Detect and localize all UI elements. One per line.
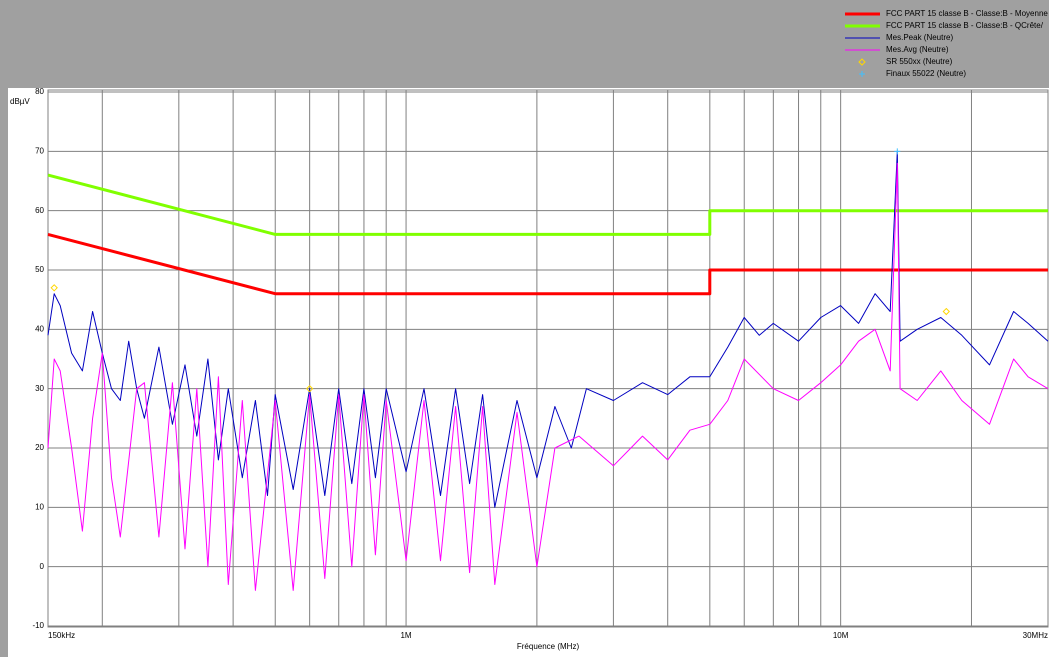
series-line (47, 173, 1048, 236)
y-tick-label: 10 (35, 502, 44, 511)
y-tick-label: 30 (35, 384, 44, 393)
legend-label: Finaux 55022 (Neutre) (886, 69, 966, 78)
series-line (47, 162, 1049, 591)
legend-swatch (858, 58, 866, 66)
y-tick-label: 0 (40, 562, 45, 571)
legend-label: SR 550xx (Neutre) (886, 57, 953, 66)
y-tick-label: -10 (32, 621, 44, 630)
x-tick-label: 30MHz (1023, 631, 1048, 640)
x-tick-label: 1M (400, 631, 411, 640)
legend-label: FCC PART 15 classe B - Classe:B - QCrête… (886, 21, 1044, 30)
y-tick-label: 40 (35, 324, 44, 333)
legend-label: Mes.Avg (Neutre) (886, 45, 949, 54)
marker (894, 148, 901, 155)
legend-label: Mes.Peak (Neutre) (886, 33, 953, 42)
marker (305, 384, 314, 393)
plot-area (47, 89, 1049, 628)
legend-label: FCC PART 15 classe B - Classe:B - Moyenn… (886, 9, 1048, 18)
x-axis-label: Fréquence (MHz) (517, 642, 580, 651)
y-tick-label: 60 (35, 206, 44, 215)
marker (50, 284, 58, 292)
y-tick-label: 50 (35, 265, 44, 274)
x-tick-label: 150kHz (48, 631, 75, 640)
y-tick-label: 70 (35, 146, 44, 155)
y-tick-label: 80 (35, 87, 44, 96)
marker (942, 307, 950, 316)
series-line (47, 232, 1048, 296)
y-tick-label: 20 (35, 443, 44, 452)
y-axis-label: dBµV (10, 97, 30, 106)
x-tick-label: 10M (833, 631, 849, 640)
legend-swatch (859, 71, 865, 77)
series-line (47, 150, 1049, 508)
